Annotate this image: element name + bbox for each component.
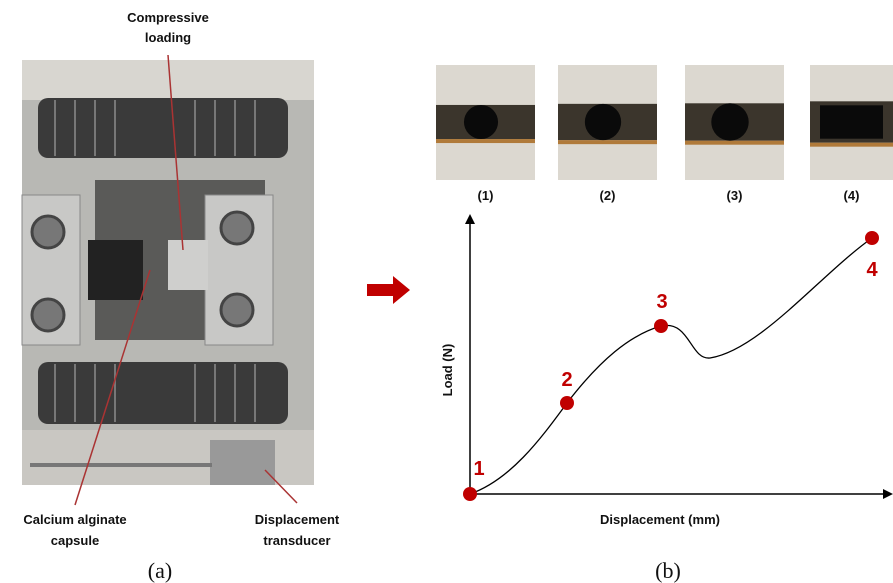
- capsule: [711, 103, 749, 141]
- axis-title: Load (N): [440, 344, 455, 397]
- leader-lines: [74, 54, 298, 506]
- frame-label: (2): [600, 188, 616, 203]
- frame-label: (3): [727, 188, 743, 203]
- capsule: [584, 103, 622, 141]
- point-label: 3: [656, 291, 667, 313]
- arrow: [367, 276, 410, 304]
- capsule: [820, 105, 883, 139]
- frame-edge: [810, 142, 893, 147]
- frame-images: (1) (2) (3) (4): [436, 65, 893, 203]
- axis-title: Displacement (mm): [600, 512, 720, 527]
- frame-edge: [558, 140, 657, 145]
- point-label: 2: [561, 369, 572, 391]
- annotation: Compressive: [127, 10, 209, 25]
- annotation: Displacement: [255, 512, 340, 527]
- frame-edge: [436, 139, 535, 144]
- test-rig-photo: [21, 60, 314, 485]
- annotation: transducer: [263, 533, 330, 548]
- point-label: 1: [473, 458, 484, 480]
- caption: (b): [655, 558, 681, 583]
- frame-label: (1): [478, 188, 494, 203]
- capsule: [463, 104, 499, 140]
- schematic-plot: [463, 214, 893, 501]
- caption: (a): [148, 558, 172, 583]
- annotation: Calcium alginate: [23, 512, 126, 527]
- frame-label: (4): [844, 188, 860, 203]
- frame-edge: [685, 140, 784, 145]
- point-label: 4: [866, 259, 878, 281]
- annotation: capsule: [51, 533, 99, 548]
- annotation: loading: [145, 30, 191, 45]
